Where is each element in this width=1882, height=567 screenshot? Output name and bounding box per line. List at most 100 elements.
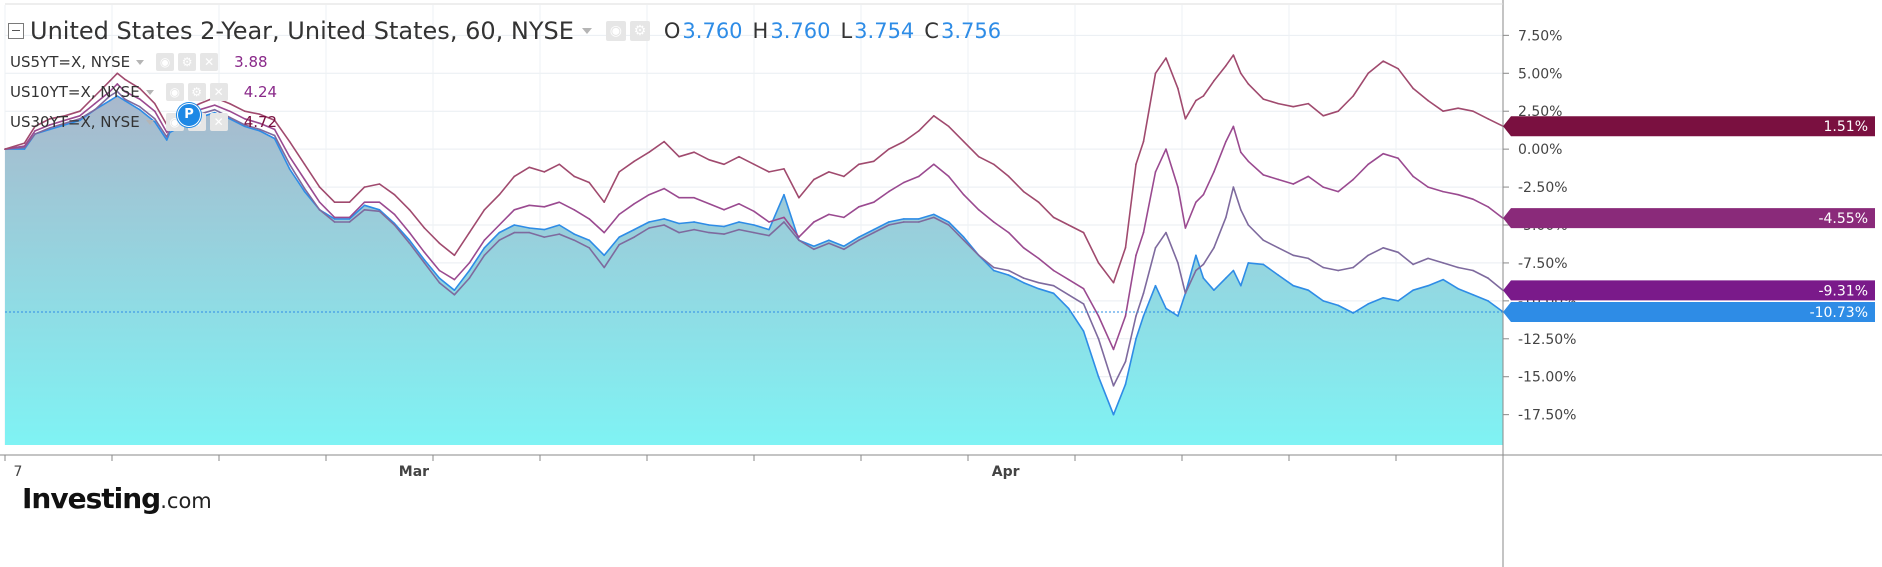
data-point (1487, 300, 1489, 302)
data-point (888, 190, 890, 193)
data-point (1097, 315, 1100, 317)
data-point (49, 128, 51, 131)
data-point (573, 233, 576, 235)
data-point (139, 98, 141, 100)
data-point (768, 171, 770, 173)
data-point (932, 114, 935, 117)
area-fill (5, 96, 1503, 445)
eye-icon[interactable]: ◉ (605, 21, 626, 41)
data-point (124, 78, 126, 81)
data-point (333, 218, 336, 220)
x-tick-label: Apr (992, 464, 1020, 480)
data-point (768, 228, 770, 231)
data-point (573, 239, 576, 241)
data-point (753, 231, 755, 234)
data-point (783, 193, 785, 196)
data-point (1442, 262, 1444, 264)
data-point (962, 236, 965, 238)
gear-icon[interactable]: ⚙ (187, 83, 206, 101)
data-point (1307, 257, 1310, 260)
data-point (932, 213, 935, 216)
badge-bg (1503, 301, 1875, 322)
data-point (917, 218, 920, 220)
event-marker-p[interactable]: P (177, 103, 201, 127)
data-point (678, 222, 680, 225)
data-point (813, 248, 815, 251)
data-point (1154, 284, 1157, 287)
series-lines (4, 54, 1504, 416)
data-point (1112, 385, 1115, 387)
data-point (753, 163, 755, 166)
data-point (1037, 201, 1040, 204)
close-icon[interactable]: ✕ (209, 113, 228, 131)
last-value-badge: -4.55% (1503, 208, 1875, 229)
gear-icon[interactable]: ⚙ (178, 53, 197, 71)
data-point (1112, 281, 1115, 284)
caret-down-icon[interactable] (145, 119, 154, 125)
eye-icon[interactable]: ◉ (156, 53, 175, 71)
data-point (1367, 72, 1369, 75)
data-point (438, 277, 441, 279)
data-point (843, 245, 845, 248)
data-point (198, 102, 201, 105)
y-tick-label: -17.50% (1518, 408, 1576, 424)
data-point (348, 221, 351, 223)
gear-icon[interactable]: ⚙ (629, 21, 650, 41)
data-point (1277, 274, 1280, 276)
data-point (1367, 163, 1369, 166)
data-point (79, 119, 81, 122)
data-point (603, 266, 605, 269)
data-point (1225, 140, 1227, 143)
data-point (738, 228, 740, 231)
data-point (1367, 254, 1369, 257)
x-tick-label: 7 (14, 464, 23, 480)
data-point (333, 216, 336, 219)
data-point (94, 102, 96, 105)
data-point (438, 242, 441, 245)
data-point (468, 231, 471, 234)
data-point (1292, 284, 1295, 287)
data-point (633, 228, 635, 231)
data-point (1240, 284, 1242, 287)
data-point (116, 95, 119, 97)
collapse-icon[interactable] (8, 23, 24, 39)
caret-down-icon[interactable] (136, 59, 145, 65)
data-point (243, 124, 246, 126)
badge-label: -9.31% (1818, 283, 1868, 299)
data-point (1307, 289, 1310, 292)
data-point (258, 130, 261, 132)
data-point (843, 175, 845, 178)
data-point (1202, 193, 1205, 196)
data-point (1487, 205, 1489, 208)
data-point (378, 210, 381, 213)
close-icon[interactable]: ✕ (200, 53, 219, 71)
data-point (1262, 174, 1265, 176)
data-point (1142, 292, 1145, 295)
data-point (1052, 284, 1055, 287)
data-point (49, 127, 51, 129)
badge-label: 1.51% (1824, 119, 1868, 135)
data-point (109, 90, 111, 93)
data-point (693, 228, 695, 231)
data-point (678, 196, 680, 199)
data-point (1082, 330, 1085, 333)
data-point (723, 233, 725, 235)
data-point (1240, 209, 1242, 211)
data-point (1007, 269, 1010, 272)
data-point (888, 148, 890, 150)
data-point (663, 224, 665, 226)
eye-icon[interactable]: ◉ (165, 83, 184, 101)
caret-down-icon[interactable] (145, 89, 154, 95)
data-point (1277, 178, 1280, 181)
data-point (116, 72, 119, 75)
legend-value-us5y: 3.88 (234, 53, 268, 71)
data-point (947, 224, 950, 226)
data-point (1142, 315, 1145, 317)
data-point (1277, 246, 1280, 249)
caret-down-icon[interactable] (581, 28, 592, 34)
data-point (1007, 231, 1010, 234)
data-point (528, 227, 531, 229)
close-icon[interactable]: ✕ (209, 83, 228, 101)
data-point (139, 105, 141, 108)
